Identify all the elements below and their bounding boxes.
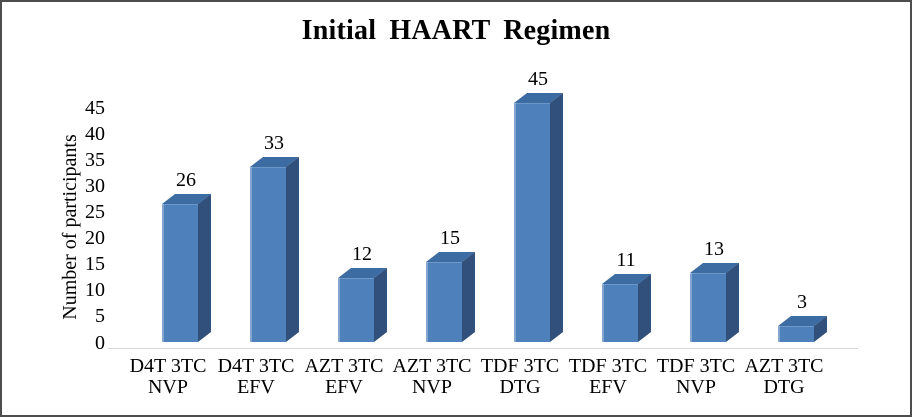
category-label-line1: AZT 3TC — [744, 355, 824, 377]
category-label: D4T 3TC NVP — [108, 356, 228, 398]
bar-front-face — [514, 103, 550, 342]
value-label: 13 — [704, 238, 724, 260]
y-tick-label: 35 — [85, 148, 105, 171]
value-label: 26 — [176, 169, 196, 191]
bar — [162, 193, 211, 342]
category-label-line1: AZT 3TC — [392, 355, 472, 377]
value-label: 12 — [352, 243, 372, 265]
category-label: AZT 3TC NVP — [372, 356, 492, 398]
bar-side-face — [726, 262, 739, 342]
bar — [690, 262, 739, 342]
bar — [426, 251, 475, 342]
bar-side-face — [462, 251, 475, 342]
bar-side-face — [286, 156, 299, 342]
bar-side-face — [638, 273, 651, 342]
y-tick-label: 15 — [85, 253, 105, 276]
y-tick-label: 20 — [85, 227, 105, 250]
category-label-line1: AZT 3TC — [304, 355, 384, 377]
bar — [338, 267, 387, 342]
category-label: TDF 3TC EFV — [548, 356, 668, 398]
bar-front-face — [162, 204, 198, 342]
category-label-line1: TDF 3TC — [480, 355, 560, 377]
bar-side-face — [550, 92, 563, 343]
category-label: AZT 3TC DTG — [724, 356, 844, 398]
category-label-line1: TDF 3TC — [656, 355, 736, 377]
value-label: 33 — [264, 132, 284, 154]
y-tick-label: 0 — [95, 331, 105, 354]
bar — [602, 273, 651, 342]
bar-front-face — [426, 262, 462, 342]
value-label: 15 — [440, 227, 460, 249]
bar-front-face — [602, 284, 638, 342]
category-label-line1: D4T 3TC — [129, 355, 207, 377]
category-label-line2: NVP — [411, 376, 452, 398]
y-tick-label: 10 — [85, 279, 105, 302]
category-label-line2: NVP — [147, 376, 188, 398]
y-tick-label: 40 — [85, 122, 105, 145]
chart-title: Initial HAART Regimen — [301, 15, 611, 46]
category-label-line2: NVP — [675, 376, 716, 398]
category-label-line2: DTG — [763, 376, 805, 398]
category-axis-line — [108, 348, 858, 349]
bar-front-face — [338, 278, 374, 342]
category-label: TDF 3TC DTG — [460, 356, 580, 398]
category-label-line2: EFV — [589, 376, 627, 398]
category-label: TDF 3TC NVP — [636, 356, 756, 398]
bar-front-face — [778, 326, 814, 342]
category-label-line2: EFV — [237, 376, 275, 398]
value-label: 45 — [528, 68, 548, 90]
value-label: 3 — [797, 291, 807, 313]
bar — [514, 92, 563, 343]
category-label-line1: TDF 3TC — [568, 355, 648, 377]
category-label-line1: D4T 3TC — [217, 355, 295, 377]
bar-front-face — [250, 167, 286, 342]
category-label-line2: DTG — [499, 376, 541, 398]
category-label: AZT 3TC EFV — [284, 356, 404, 398]
bar-side-face — [374, 267, 387, 342]
y-tick-label: 45 — [85, 96, 105, 119]
bar-front-face — [690, 273, 726, 342]
bar-side-face — [198, 193, 211, 342]
category-label-line2: EFV — [325, 376, 363, 398]
value-label: 11 — [616, 249, 636, 271]
category-label: D4T 3TC EFV — [196, 356, 316, 398]
bar — [250, 156, 299, 342]
y-tick-label: 25 — [85, 201, 105, 223]
y-tick-label: 5 — [95, 305, 105, 328]
y-tick-label: 30 — [85, 174, 105, 197]
bar — [778, 315, 827, 342]
